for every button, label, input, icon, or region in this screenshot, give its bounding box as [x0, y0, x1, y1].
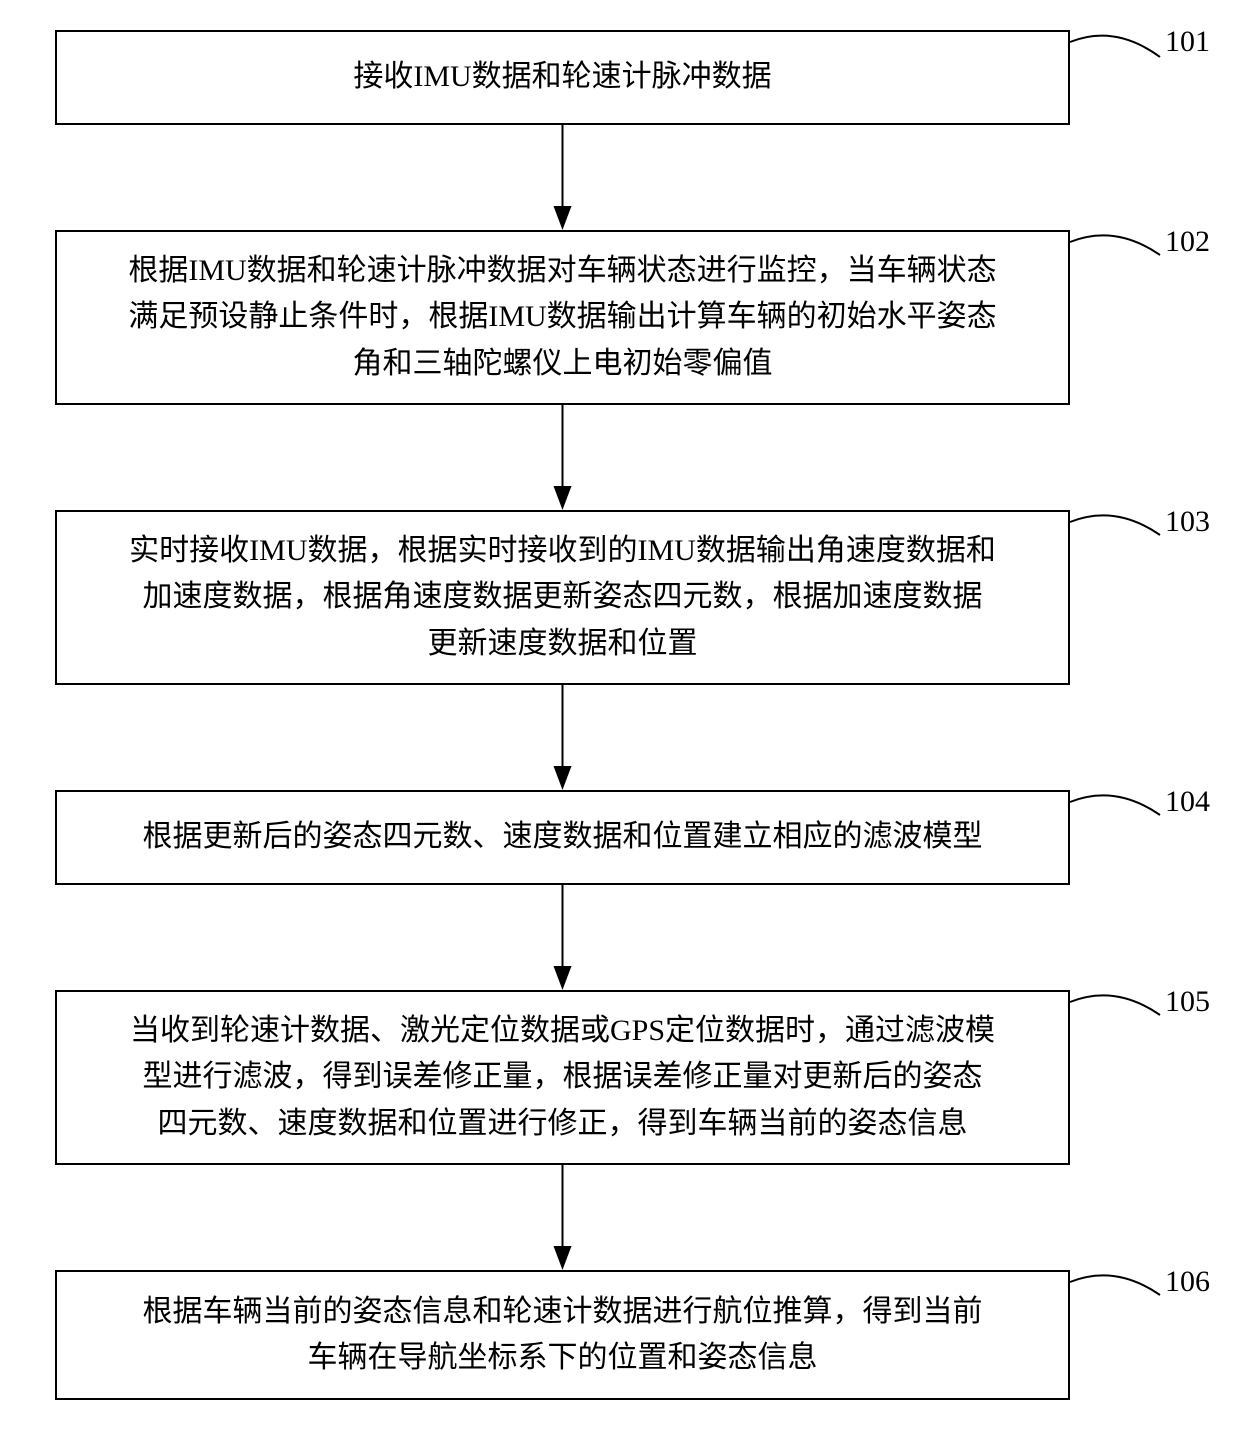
flowchart-canvas: 接收IMU数据和轮速计脉冲数据 根据IMU数据和轮速计脉冲数据对车辆状态进行监控…	[0, 0, 1240, 1445]
connector-layer	[0, 0, 1240, 1445]
